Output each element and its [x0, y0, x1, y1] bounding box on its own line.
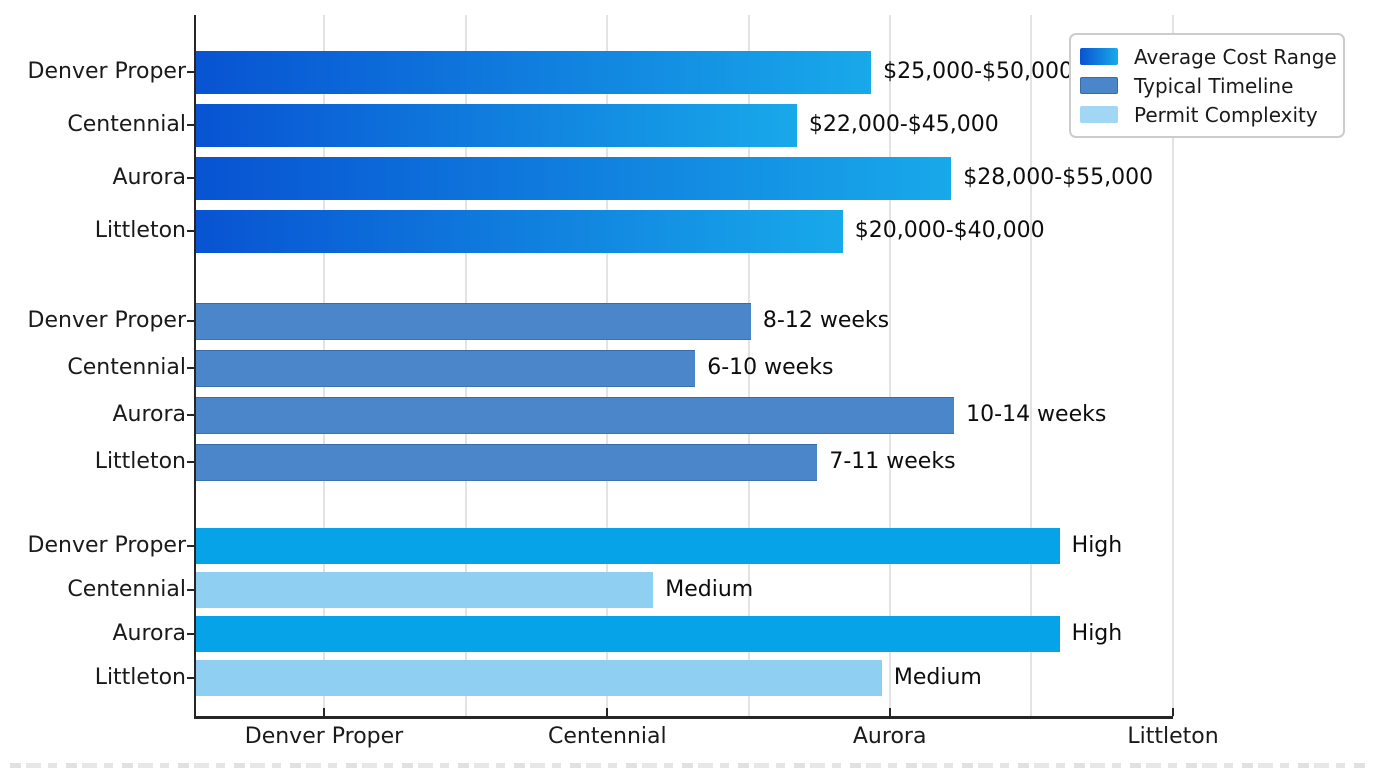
bar-permit-complexity-denver-proper [196, 528, 1060, 564]
value-label: $20,000-$40,000 [854, 218, 1045, 243]
value-label: High [1071, 533, 1123, 558]
x-tick [1172, 708, 1174, 716]
y-tick-label: Aurora [112, 401, 186, 427]
y-tick [187, 230, 195, 232]
timeline-swatch-icon [1080, 77, 1118, 94]
permit-swatch-icon [1080, 106, 1118, 123]
bar-typical-timeline-denver-proper [196, 302, 751, 340]
y-tick [187, 71, 195, 73]
value-label: 7-11 weeks [829, 449, 956, 474]
y-tick [187, 320, 195, 322]
x-tick-label: Aurora [852, 724, 927, 749]
y-tick [187, 177, 195, 179]
legend-label: Permit Complexity [1134, 102, 1318, 127]
bar-average-cost-range-centennial [196, 103, 797, 147]
value-label: $25,000-$50,000 [883, 59, 1073, 84]
x-tick [322, 708, 325, 716]
legend-label: Typical Timeline [1134, 73, 1294, 98]
y-tick-label: Centennial [67, 576, 186, 602]
y-axis-line [194, 15, 196, 717]
x-tick-label: Centennial [548, 724, 667, 749]
y-tick [187, 633, 195, 635]
bar-typical-timeline-littleton [196, 443, 818, 481]
y-tick-label: Centennial [67, 354, 186, 380]
y-tick [187, 124, 195, 126]
value-label: $28,000-$55,000 [963, 165, 1154, 190]
bar-average-cost-range-aurora [196, 156, 952, 200]
x-tick-label: Denver Proper [244, 724, 404, 749]
y-tick-label: Littleton [94, 448, 186, 474]
y-tick [187, 414, 195, 416]
y-tick-label: Denver Proper [27, 307, 186, 333]
value-label: Medium [893, 665, 982, 690]
y-tick-label: Littleton [94, 664, 186, 690]
gridline [747, 15, 750, 717]
y-tick-label: Aurora [112, 164, 186, 190]
bar-permit-complexity-centennial [196, 572, 654, 608]
bar-permit-complexity-aurora [196, 616, 1060, 652]
legend-label: Average Cost Range [1134, 44, 1337, 69]
legend-item-permit: Permit Complexity [1080, 105, 1333, 125]
y-tick [187, 545, 195, 547]
gridline [888, 15, 891, 717]
y-tick-label: Aurora [112, 620, 186, 646]
legend-item-cost: Average Cost Range [1080, 47, 1337, 67]
legend: Average Cost Range Typical Timeline Perm… [1069, 33, 1345, 138]
x-tick [606, 708, 609, 716]
bar-permit-complexity-littleton [196, 660, 882, 696]
value-label: 8-12 weeks [762, 308, 890, 333]
y-tick-label: Denver Proper [27, 532, 186, 558]
cut-off-text-artifact [10, 763, 1366, 768]
y-tick [187, 461, 195, 463]
cost-range-swatch-icon [1080, 48, 1118, 65]
gridline [1030, 15, 1033, 717]
y-tick-label: Littleton [94, 217, 186, 243]
bar-average-cost-range-denver-proper [196, 50, 872, 94]
bar-typical-timeline-centennial [196, 349, 696, 387]
bar-typical-timeline-aurora [196, 396, 955, 434]
y-tick [187, 589, 195, 591]
value-label: High [1071, 621, 1123, 646]
value-label: 6-10 weeks [707, 355, 834, 380]
x-tick-label: Littleton [1127, 724, 1219, 749]
x-tick [888, 708, 891, 716]
legend-item-timeline: Typical Timeline [1080, 76, 1333, 96]
y-tick-label: Denver Proper [27, 58, 186, 84]
plot-area: $25,000-$50,000 $22,000-$45,000 $28,000-$5… [187, 15, 1174, 719]
x-axis-line [194, 716, 1173, 719]
value-label: $22,000-$45,000 [808, 112, 999, 137]
y-tick-label: Centennial [67, 111, 186, 137]
value-label: Medium [665, 577, 754, 602]
y-tick [187, 677, 195, 679]
value-label: 10-14 weeks [966, 402, 1107, 427]
y-tick [187, 367, 195, 369]
bar-average-cost-range-littleton [196, 209, 843, 253]
gridline [1172, 15, 1174, 717]
